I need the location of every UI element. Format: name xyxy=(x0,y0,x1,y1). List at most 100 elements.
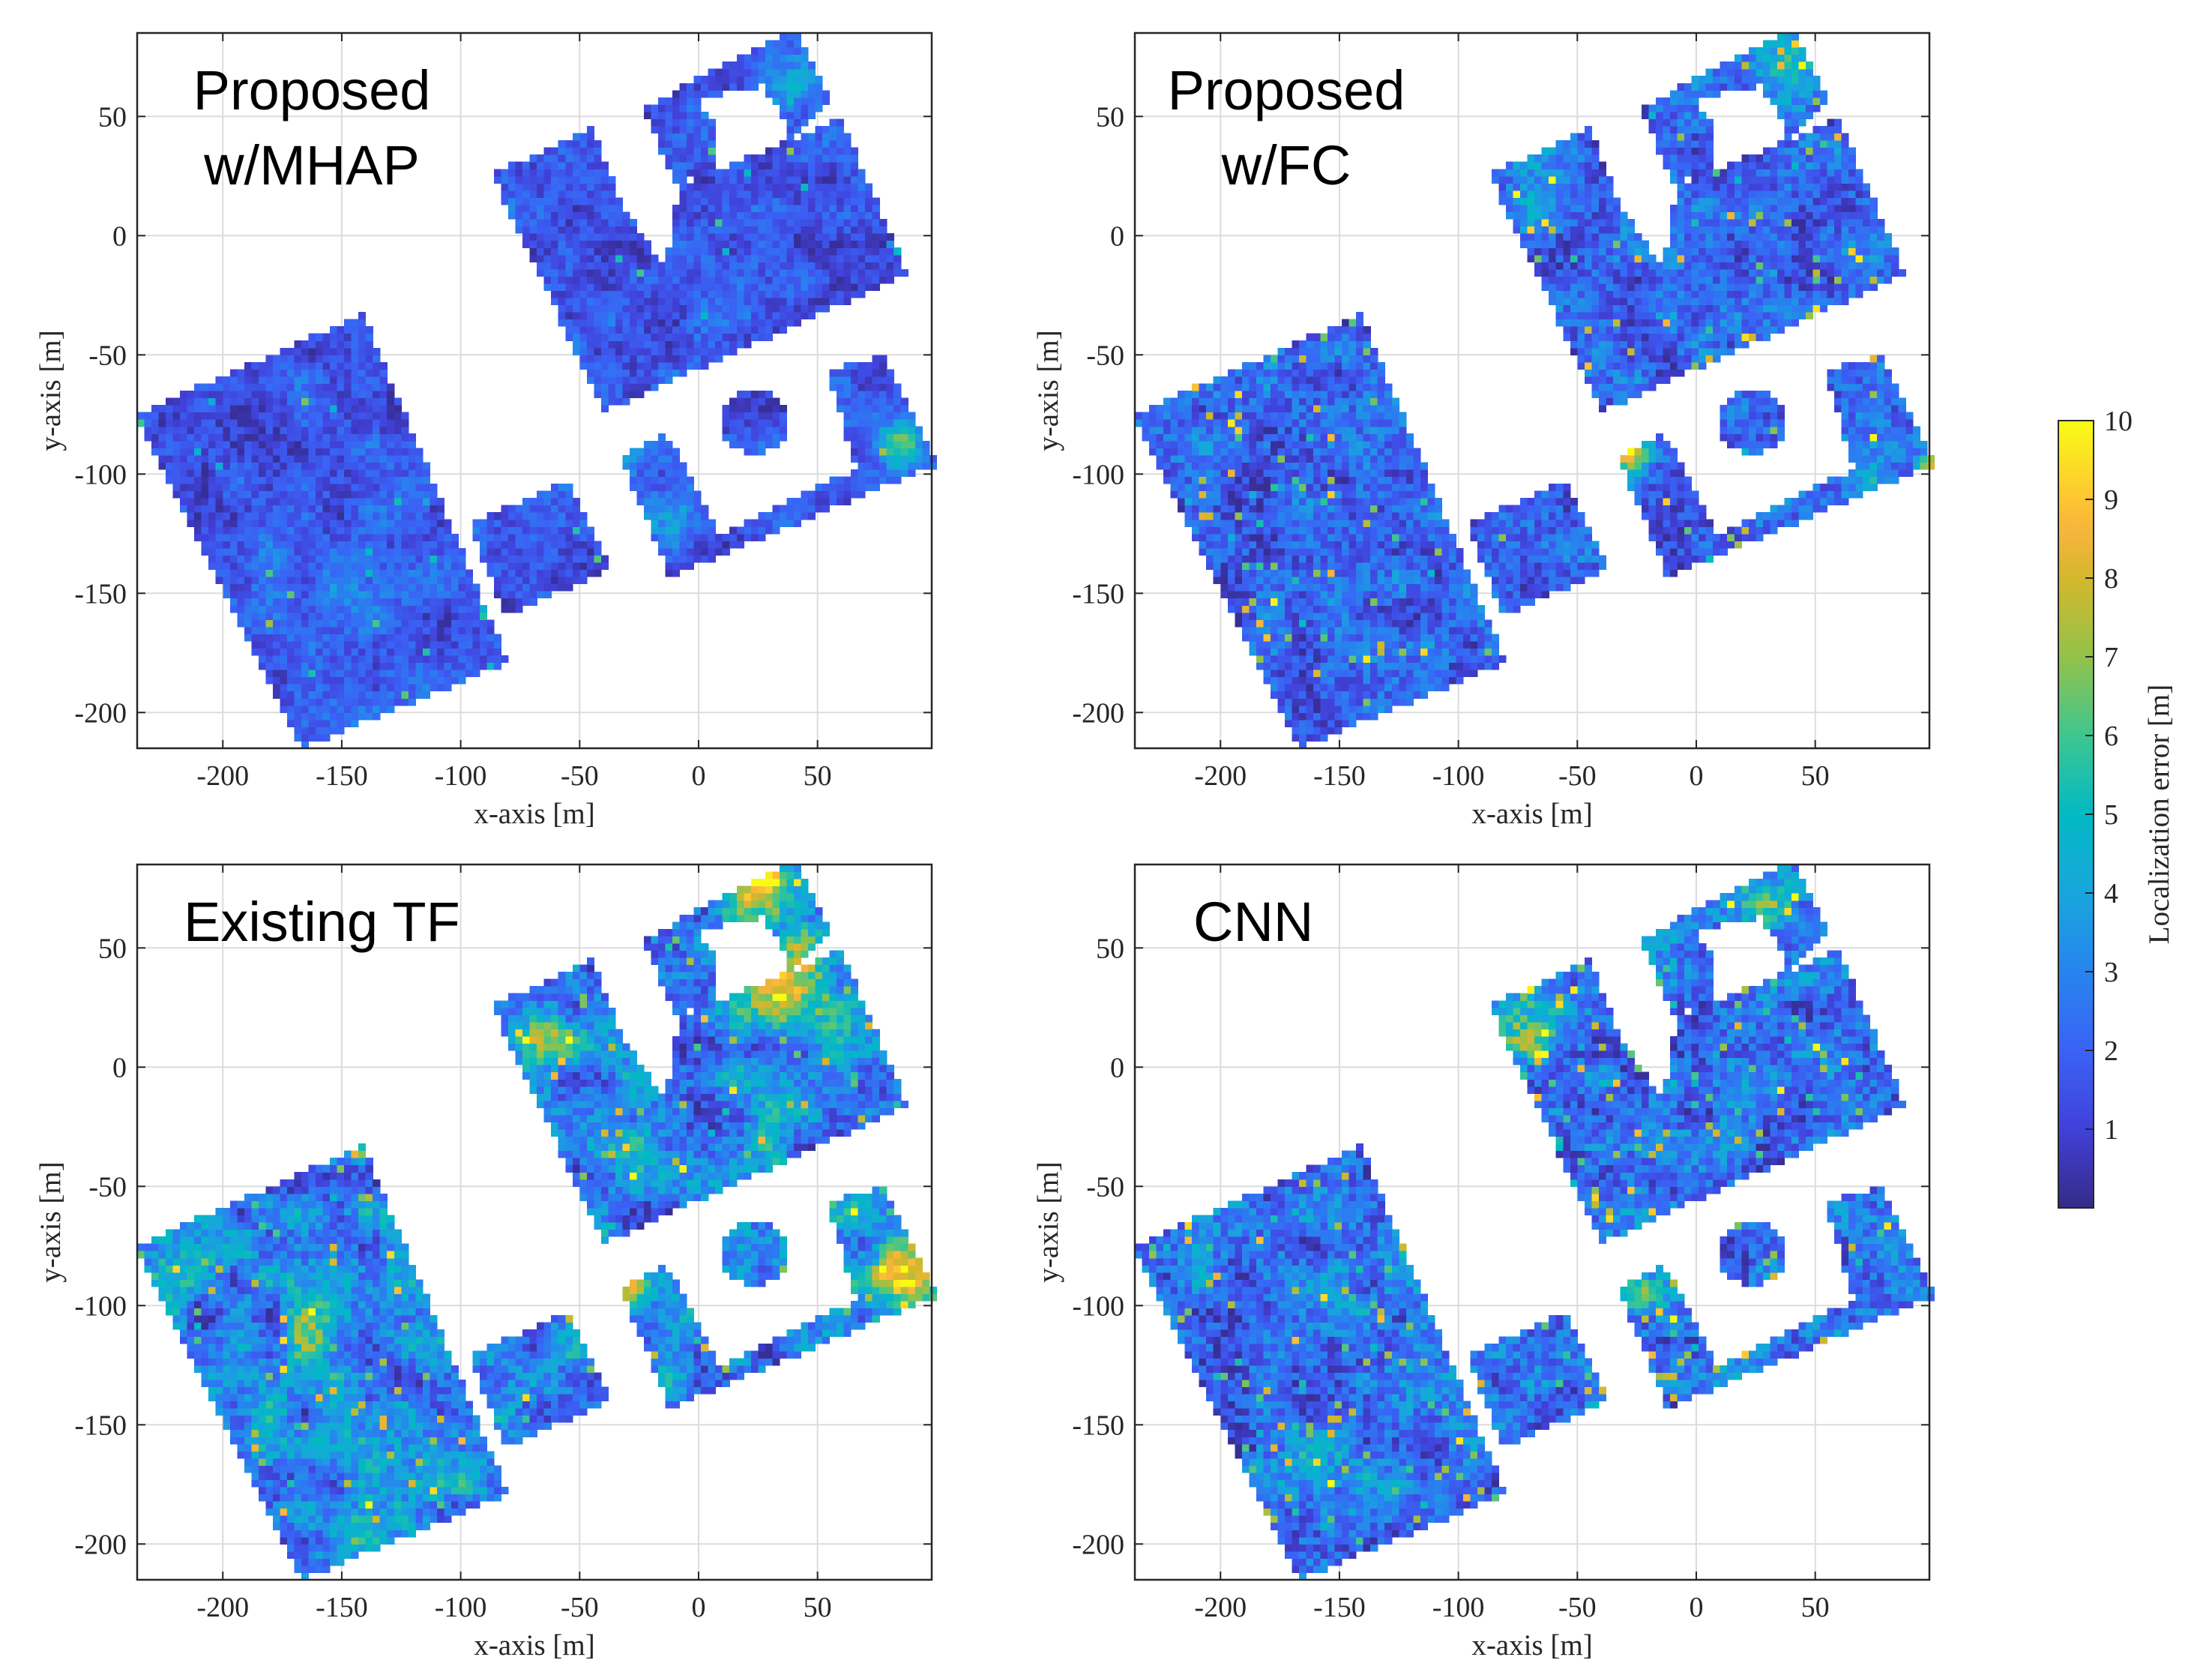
heatmap-cell xyxy=(401,484,409,492)
heatmap-cell xyxy=(708,254,716,262)
heatmap-cell xyxy=(687,97,695,105)
heatmap-cell xyxy=(572,240,580,248)
heatmap-cell xyxy=(543,147,552,155)
heatmap-cell xyxy=(1313,684,1322,692)
heatmap-cell xyxy=(373,612,381,620)
heatmap-cell xyxy=(508,161,516,169)
heatmap-cell xyxy=(708,276,716,284)
heatmap-cell xyxy=(344,361,352,370)
heatmap-cell xyxy=(337,490,345,499)
heatmap-cell xyxy=(1227,555,1235,563)
heatmap-cell xyxy=(872,433,880,442)
heatmap-cell xyxy=(408,541,416,549)
heatmap-cell xyxy=(1320,612,1328,620)
heatmap-cell xyxy=(636,268,645,277)
heatmap-cell xyxy=(579,541,588,549)
heatmap-cell xyxy=(272,619,280,628)
heatmap-cell xyxy=(1306,426,1314,434)
heatmap-cell xyxy=(1256,541,1264,549)
heatmap-cell xyxy=(758,319,766,327)
heatmap-cell xyxy=(715,319,723,327)
heatmap-cell xyxy=(665,562,673,571)
heatmap-cell xyxy=(344,376,352,384)
heatmap-cell xyxy=(365,419,373,427)
heatmap-cell xyxy=(1284,562,1292,571)
heatmap-cell xyxy=(223,526,231,535)
heatmap-cell xyxy=(1292,476,1300,484)
heatmap-cell xyxy=(344,619,352,628)
heatmap-cell xyxy=(494,526,502,535)
heatmap-cell xyxy=(1320,547,1328,556)
heatmap-cell xyxy=(793,205,801,213)
heatmap-cell xyxy=(1270,419,1278,427)
heatmap-cell xyxy=(358,426,367,434)
heatmap-cell xyxy=(594,340,602,349)
heatmap-cell xyxy=(458,670,466,678)
heatmap-cell xyxy=(687,526,695,535)
heatmap-cell xyxy=(1320,333,1328,341)
heatmap-cell xyxy=(1249,626,1257,634)
heatmap-cell xyxy=(1256,591,1264,599)
heatmap-cell xyxy=(494,533,502,541)
heatmap-cell xyxy=(529,505,537,513)
heatmap-cell xyxy=(294,397,302,406)
heatmap-cell xyxy=(772,161,780,169)
heatmap-cell xyxy=(1213,484,1221,492)
heatmap-cell xyxy=(644,484,652,492)
heatmap-cell xyxy=(337,676,345,685)
heatmap-cell xyxy=(900,419,908,427)
heatmap-cell xyxy=(215,391,223,399)
heatmap-cell xyxy=(658,469,666,477)
heatmap-cell xyxy=(365,562,373,571)
heatmap-cell xyxy=(280,469,288,477)
heatmap-cell xyxy=(750,262,759,270)
heatmap-cell xyxy=(822,97,831,105)
heatmap-cell xyxy=(729,211,738,220)
heatmap-cell xyxy=(166,454,174,463)
heatmap-cell xyxy=(736,541,744,549)
heatmap-cell xyxy=(586,219,594,227)
heatmap-cell xyxy=(665,326,673,334)
heatmap-cell xyxy=(1306,598,1314,606)
heatmap-cell xyxy=(1299,555,1307,563)
heatmap-cell xyxy=(301,412,310,420)
heatmap-cell xyxy=(330,490,338,499)
heatmap-cell xyxy=(829,276,837,284)
heatmap-cell xyxy=(258,562,266,571)
heatmap-cell xyxy=(672,448,681,456)
heatmap-cell xyxy=(736,397,744,406)
heatmap-cell xyxy=(187,484,195,492)
heatmap-cell xyxy=(301,347,310,355)
heatmap-cell xyxy=(237,462,245,470)
heatmap-cell xyxy=(1227,369,1235,377)
heatmap-cell xyxy=(801,205,809,213)
heatmap-cell xyxy=(280,397,288,406)
heatmap-cell xyxy=(708,90,716,98)
heatmap-cell xyxy=(815,254,823,262)
heatmap-cell xyxy=(286,519,295,527)
heatmap-cell xyxy=(1313,719,1322,727)
heatmap-cell xyxy=(722,169,730,177)
heatmap-cell xyxy=(779,190,787,198)
heatmap-cell xyxy=(644,490,652,499)
heatmap-cell xyxy=(286,547,295,556)
heatmap-cell xyxy=(1284,555,1292,563)
heatmap-cell xyxy=(693,154,702,163)
heatmap-cell xyxy=(394,405,402,413)
heatmap-cell xyxy=(408,555,416,563)
heatmap-cell xyxy=(251,648,259,656)
heatmap-cell xyxy=(1220,505,1229,513)
heatmap-cell xyxy=(693,304,702,313)
heatmap-cell xyxy=(722,183,730,191)
heatmap-cell xyxy=(772,90,780,98)
heatmap-cell xyxy=(237,448,245,456)
heatmap-cell xyxy=(865,268,873,277)
heatmap-cell xyxy=(330,619,338,628)
heatmap-cell xyxy=(879,440,887,448)
heatmap-cell xyxy=(444,533,452,541)
heatmap-cell xyxy=(594,369,602,377)
heatmap-cell xyxy=(1249,391,1257,399)
heatmap-cell xyxy=(316,391,324,399)
heatmap-cell xyxy=(1249,440,1257,448)
heatmap-cell xyxy=(837,484,845,492)
